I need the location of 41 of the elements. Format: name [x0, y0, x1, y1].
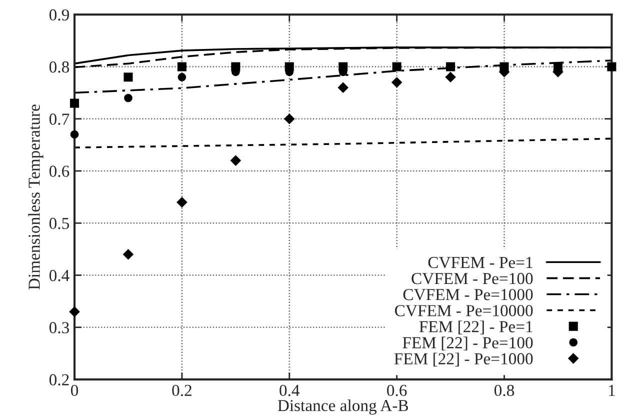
x-tick-label: 0.4	[280, 384, 300, 396]
point	[70, 130, 79, 139]
point	[392, 62, 402, 72]
x-tick-label: 0.6	[387, 384, 407, 396]
legend-label: CVFEM - Pe=1000	[403, 288, 533, 300]
x-tick-label: 0	[70, 384, 78, 396]
y-tick-label: 0.4	[49, 270, 70, 282]
line-series	[74, 60, 612, 94]
point	[445, 72, 456, 82]
point	[338, 82, 348, 93]
legend-label: FEM [22] - Pe=1000	[394, 352, 533, 366]
legend-label: CVFEM - Pe=10000	[395, 305, 533, 316]
point	[124, 72, 133, 82]
x-tick-label: 0.8	[494, 384, 514, 396]
legend-label: FEM [22] - Pe=1	[419, 320, 532, 334]
point	[230, 155, 241, 166]
y-axis-title: Dimensionless Temperature	[28, 104, 44, 290]
y-tick-label: 0.9	[49, 9, 69, 21]
point	[178, 72, 186, 82]
point	[284, 114, 294, 124]
legend-label: CVFEM - Pe=1	[428, 256, 532, 268]
y-tick-label: 0.5	[49, 218, 70, 230]
y-tick-label: 0.3	[49, 322, 70, 334]
y-tick-label: 0.7	[49, 114, 70, 125]
point	[177, 62, 186, 72]
legend-label: FEM [22] - Pe=100	[402, 336, 533, 350]
y-tick-label: 0.6	[49, 166, 70, 177]
point	[124, 94, 132, 102]
y-tick-label: 0.8	[49, 61, 70, 73]
y-tick-label: 0.2	[49, 374, 69, 386]
point	[607, 62, 616, 72]
point	[123, 249, 134, 260]
x-axis-title: Distance along A-B	[278, 399, 408, 415]
point	[70, 98, 80, 108]
x-tick-label: 1	[608, 384, 615, 396]
x-tick-label: 0.2	[172, 384, 192, 396]
legend-label: CVFEM - Pe=100	[412, 272, 533, 284]
point	[69, 306, 80, 317]
point	[392, 77, 402, 88]
point	[446, 62, 456, 72]
point	[176, 197, 188, 208]
